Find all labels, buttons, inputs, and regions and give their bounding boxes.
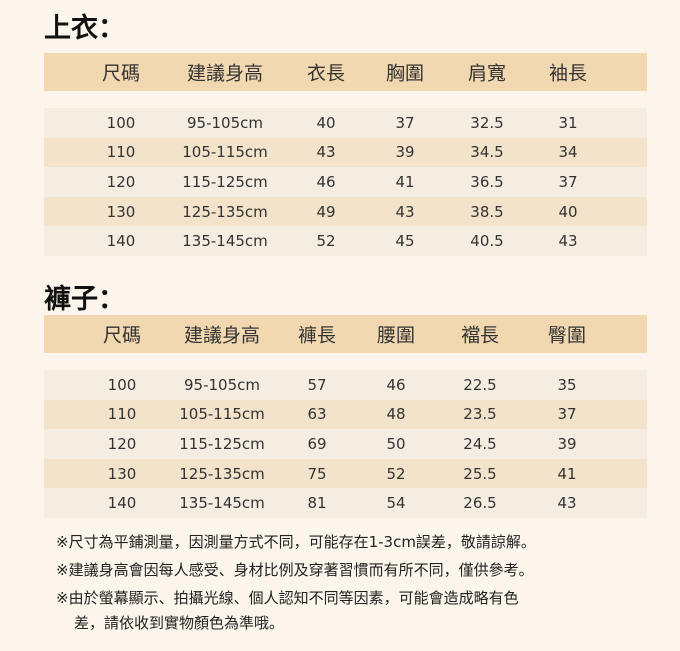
table-cell: 125-135cm [179, 464, 265, 483]
tops-size-table: 尺碼 建議身高 衣長 胸圍 肩寬 袖長 100 95-105cm 40 37 32.5 31 110 10… [44, 53, 647, 256]
table-cell: 41 [395, 172, 415, 191]
table-cell: 57 [307, 375, 327, 394]
column-header: 腰圍 [376, 324, 416, 347]
table-cell: 46 [386, 375, 406, 394]
table-cell: 41 [557, 464, 577, 483]
column-header: 襠長 [460, 324, 500, 347]
table-row: 120 115-125cm 69 50 24.5 39 [44, 429, 647, 459]
note: 差，請依收到實物顏色為準哦。 [74, 614, 285, 632]
table-cell: 105-115cm [179, 405, 265, 424]
column-header: 建議身高 [186, 62, 264, 85]
tops-title: 上衣： [44, 13, 125, 44]
table-cell: 24.5 [463, 434, 497, 453]
table-cell: 25.5 [463, 464, 497, 483]
table-cell: 54 [386, 494, 406, 513]
table-cell: 52 [316, 232, 336, 251]
table-cell: 40.5 [470, 232, 504, 251]
table-cell: 37 [395, 113, 415, 132]
table-cell: 48 [386, 405, 406, 424]
table-cell: 100 [107, 375, 137, 394]
table-cell: 22.5 [463, 375, 497, 394]
table-cell: 105-115cm [182, 143, 268, 162]
table-cell: 49 [316, 202, 336, 221]
table-row: 130 125-135cm 49 43 38.5 40 [44, 196, 647, 227]
table-row: 130 125-135cm 75 52 25.5 41 [44, 458, 647, 489]
table-cell: 23.5 [463, 405, 497, 424]
table-cell: 34.5 [470, 143, 504, 162]
table-cell: 95-105cm [184, 375, 260, 394]
table-cell: 31 [558, 113, 578, 132]
table-cell: 115-125cm [179, 434, 265, 453]
table-cell: 52 [386, 464, 406, 483]
table-cell: 120 [107, 434, 137, 453]
column-header: 胸圍 [385, 62, 425, 85]
table-cell: 130 [106, 202, 136, 221]
table-cell: 135-145cm [182, 232, 268, 251]
note: ※由於螢幕顯示、拍攝光線、個人認知不同等因素，可能會造成略有色 [56, 589, 519, 607]
column-header: 褲長 [297, 324, 337, 347]
table-cell: 135-145cm [179, 494, 265, 513]
table-cell: 45 [395, 232, 415, 251]
table-cell: 35 [557, 375, 577, 394]
table-header: 尺碼 建議身高 衣長 胸圍 肩寬 袖長 [44, 53, 647, 91]
notes: ※尺寸為平鋪測量，因測量方式不同，可能存在1-3cm誤差，敬請諒解。 ※建議身高… [56, 530, 536, 636]
pants-size-table: 尺碼 建議身高 褲長 腰圍 襠長 臀圍 100 95-105cm 57 46 22.5 35 110 10… [44, 315, 647, 518]
column-header: 建議身高 [183, 324, 261, 347]
column-header: 衣長 [306, 62, 346, 85]
table-cell: 110 [106, 143, 136, 162]
table-cell: 43 [316, 143, 336, 162]
column-header: 尺碼 [101, 62, 141, 85]
table-cell: 26.5 [463, 494, 497, 513]
note: ※建議身高會因每人感受、身材比例及穿著習慣而有所不同，僅供參考。 [56, 561, 534, 579]
table-cell: 43 [395, 202, 415, 221]
table-row: 110 105-115cm 63 48 23.5 37 [44, 399, 647, 430]
table-cell: 115-125cm [182, 172, 268, 191]
table-row: 110 105-115cm 43 39 34.5 34 [44, 137, 647, 168]
table-cell: 81 [307, 494, 327, 513]
table-cell: 120 [106, 172, 136, 191]
column-header: 尺碼 [102, 324, 142, 347]
table-cell: 32.5 [470, 113, 504, 132]
table-cell: 34 [558, 143, 578, 162]
note: ※尺寸為平鋪測量，因測量方式不同，可能存在1-3cm誤差，敬請諒解。 [56, 533, 536, 551]
table-cell: 130 [107, 464, 137, 483]
table-cell: 63 [307, 405, 327, 424]
table-cell: 43 [557, 494, 577, 513]
table-cell: 40 [558, 202, 578, 221]
table-cell: 95-105cm [187, 113, 263, 132]
table-header: 尺碼 建議身高 褲長 腰圍 襠長 臀圍 [44, 315, 647, 353]
table-row: 140 135-145cm 81 54 26.5 43 [44, 488, 647, 518]
table-row: 140 135-145cm 52 45 40.5 43 [44, 226, 647, 256]
table-cell: 100 [106, 113, 136, 132]
table-row: 100 95-105cm 57 46 22.5 35 [44, 370, 647, 400]
table-cell: 140 [107, 494, 137, 513]
column-header: 臀圍 [547, 324, 587, 347]
table-cell: 69 [307, 434, 327, 453]
table-cell: 39 [557, 434, 577, 453]
table-cell: 43 [558, 232, 578, 251]
table-cell: 40 [316, 113, 336, 132]
table-cell: 38.5 [470, 202, 504, 221]
table-cell: 36.5 [470, 172, 504, 191]
table-cell: 39 [395, 143, 415, 162]
column-header: 肩寬 [467, 62, 507, 85]
table-cell: 46 [316, 172, 336, 191]
table-cell: 75 [307, 464, 327, 483]
table-row: 100 95-105cm 40 37 32.5 31 [44, 108, 647, 138]
pants-title: 褲子： [44, 284, 125, 315]
table-cell: 110 [107, 405, 137, 424]
table-cell: 125-135cm [182, 202, 268, 221]
table-row: 120 115-125cm 46 41 36.5 37 [44, 167, 647, 197]
table-cell: 140 [106, 232, 136, 251]
table-cell: 37 [557, 405, 577, 424]
column-header: 袖長 [548, 62, 588, 85]
table-cell: 37 [558, 172, 578, 191]
table-cell: 50 [386, 434, 406, 453]
